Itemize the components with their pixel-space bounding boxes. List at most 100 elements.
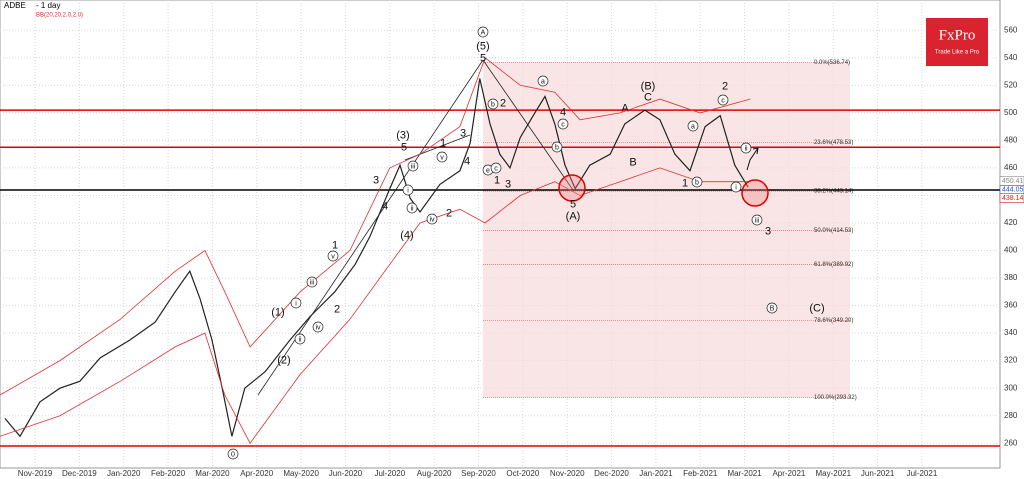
y-tick-label: 400 (1004, 246, 1018, 255)
price-label: 450.41 (1002, 178, 1024, 185)
x-tick-label: Mar-2020 (195, 469, 230, 478)
wave-label: b (695, 179, 699, 186)
wave-label: 4 (464, 155, 470, 167)
y-tick-label: 320 (1004, 356, 1018, 365)
annotation-circle (290, 297, 302, 309)
logo-box (926, 18, 988, 66)
wave-label: v (440, 154, 444, 161)
logo: FxPro (939, 27, 976, 43)
wave-label: 5 (480, 52, 486, 64)
wave-label: c (494, 165, 498, 172)
target-circle (558, 174, 586, 202)
x-tick-label: Jul-2020 (374, 469, 405, 478)
wave-label: 0 (231, 451, 235, 458)
x-tick-label: Sep-2020 (461, 469, 496, 478)
wave-label: 3 (765, 225, 771, 237)
x-tick-label: Feb-2020 (151, 469, 186, 478)
y-tick-label: 260 (1004, 438, 1018, 447)
x-tick-label: May-2021 (815, 469, 851, 478)
wave-label: iv (429, 216, 435, 223)
wave-label: (1) (271, 306, 284, 318)
wave-label: iv (315, 324, 321, 331)
annotation-circle (426, 213, 438, 225)
wave-label: (4) (400, 229, 413, 241)
arrow (746, 147, 759, 171)
wave-label: B (770, 305, 775, 312)
wave-label: 3 (460, 127, 466, 139)
wave-label: a (541, 78, 545, 85)
y-tick-label: 560 (1004, 25, 1018, 34)
wave-label: 1 (682, 177, 688, 189)
series-line (4, 78, 749, 438)
wave-label: ii (410, 205, 414, 212)
wave-label: e (486, 167, 490, 174)
y-tick-label: 480 (1004, 136, 1018, 145)
y-tick-label: 420 (1004, 218, 1018, 227)
annotation-circle (477, 26, 489, 38)
fib-label: 100.0%(293.32) (814, 395, 857, 401)
wave-label: 4 (382, 200, 388, 212)
wave-label: (C) (809, 302, 824, 314)
wave-label: A (621, 102, 629, 114)
wave-label: 2 (334, 303, 340, 315)
x-tick-label: Mar-2021 (727, 469, 762, 478)
annotation-circle (557, 118, 569, 130)
chart-title: ADBE (4, 1, 26, 10)
wave-label: (A) (566, 210, 581, 222)
x-tick-label: Jul-2021 (907, 469, 938, 478)
annotation-circle (306, 276, 318, 288)
x-tick-label: Oct-2020 (506, 469, 539, 478)
annotation-circle (312, 321, 324, 333)
wave-label: 5 (401, 141, 407, 153)
fib-zone (483, 62, 850, 398)
x-tick-label: Jan-2020 (107, 469, 141, 478)
wave-label: i (735, 184, 737, 191)
wave-label: ii (744, 145, 748, 152)
y-tick-label: 460 (1004, 163, 1018, 172)
chart-subtitle: - 1 day (36, 1, 60, 10)
annotation-circle (717, 94, 729, 106)
wave-label: a (691, 123, 695, 130)
y-tick-label: 540 (1004, 53, 1018, 62)
wave-label: (3) (396, 129, 409, 141)
y-tick-label: 340 (1004, 328, 1018, 337)
y-tick-label: 500 (1004, 108, 1018, 117)
fib-label: 50.0%(414.53) (814, 228, 853, 234)
annotation-circle (407, 160, 419, 172)
wave-label: 2 (446, 207, 452, 219)
annotation-circle (687, 120, 699, 132)
x-tick-label: Dec-2020 (594, 469, 629, 478)
annotation-circle (436, 151, 448, 163)
wave-label: C (644, 91, 652, 103)
wave-label: A (481, 29, 486, 36)
series-line (0, 57, 751, 396)
price-label: 444.05 (1002, 187, 1024, 194)
fib-label: 78.6%(349.20) (814, 318, 853, 324)
annotation-circle (537, 75, 549, 87)
y-tick-label: 380 (1004, 273, 1018, 282)
wave-label: (5) (476, 40, 489, 52)
x-tick-label: May-2020 (283, 469, 319, 478)
x-tick-label: Aug-2020 (417, 469, 452, 478)
wave-label: b (491, 101, 495, 108)
wave-label: 5 (570, 198, 576, 210)
annotation-circle (766, 302, 778, 314)
x-tick-label: Feb-2021 (683, 469, 718, 478)
x-tick-label: Nov-2019 (18, 469, 53, 478)
fib-label: 23.6%(478.53) (814, 140, 853, 146)
indicator-label: BB(20,20,2.0,2.0) (36, 13, 83, 19)
annotation-circle (730, 181, 742, 193)
y-tick-label: 280 (1004, 411, 1018, 420)
wave-label: (2) (277, 354, 290, 366)
wave-label: iii (310, 279, 315, 286)
series-line (0, 167, 750, 444)
wave-label: i (295, 300, 297, 307)
wave-label: v (331, 253, 335, 260)
fib-label: 61.8%(389.92) (814, 262, 853, 268)
x-tick-label: Dec-2019 (62, 469, 97, 478)
annotation-circle (490, 162, 502, 174)
price-tag (999, 193, 1024, 203)
target-circle (741, 179, 769, 207)
annotation-circle (406, 202, 418, 214)
